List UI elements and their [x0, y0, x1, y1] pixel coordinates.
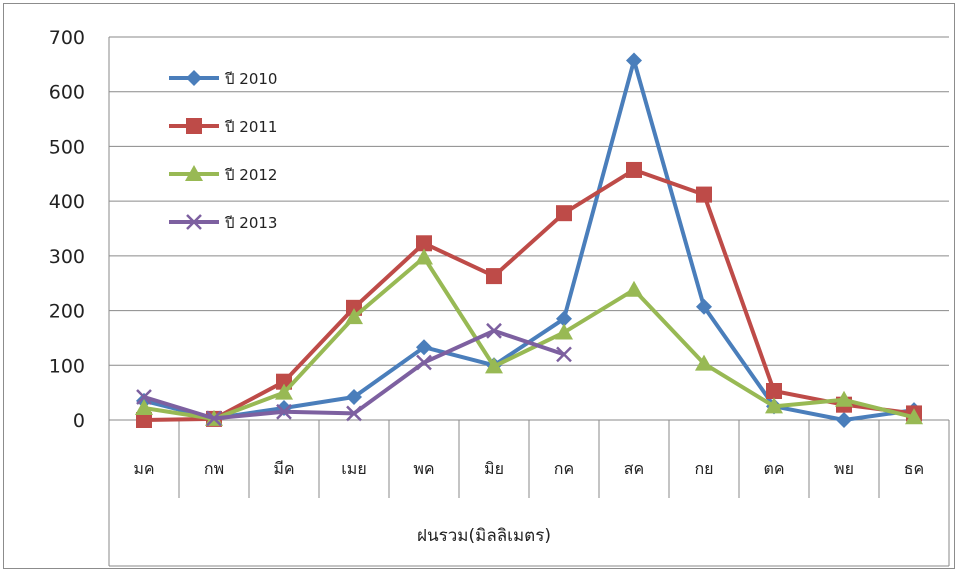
series-2: [136, 161, 922, 428]
series-line: [143, 58, 915, 422]
legend-item: ปี 2013: [169, 214, 277, 232]
data-point: [486, 322, 502, 339]
data-point: [136, 389, 152, 405]
x-tick-label: กพ: [204, 459, 224, 478]
data-point: [766, 383, 782, 400]
x-tick-label: เมย: [341, 459, 366, 478]
y-tick-label: 600: [49, 82, 85, 104]
data-point: [135, 398, 153, 415]
data-point: [905, 408, 923, 425]
data-point: [276, 403, 292, 420]
series-line: [143, 328, 565, 421]
series-3: [135, 248, 923, 426]
data-point: [345, 308, 363, 325]
legend-label: ปี 2011: [224, 118, 277, 136]
x-axis-category-area: มค กพ มีค เมย พค มิย กค สค กย ตค พย ธค: [133, 420, 924, 498]
series-lines: [135, 52, 923, 428]
x-tick-label: พย: [834, 459, 854, 478]
y-tick-label: 200: [49, 301, 85, 323]
x-tick-label: กค: [554, 459, 574, 478]
y-tick-label: 0: [73, 410, 85, 432]
data-point: [486, 268, 502, 285]
legend-item: ปี 2012: [169, 165, 277, 184]
legend-label: ปี 2012: [224, 166, 277, 184]
x-tick-label: มีค: [273, 459, 294, 478]
gridlines: [108, 36, 950, 567]
legend: ปี 2010 ปี 2011 ปี 2012 ปี 2013: [169, 70, 277, 232]
data-point: [185, 165, 203, 181]
series-line: [143, 255, 915, 421]
x-tick-label: สค: [624, 459, 644, 478]
y-tick-label: 700: [49, 27, 85, 49]
legend-label: ปี 2010: [224, 70, 277, 88]
y-tick-label: 100: [49, 355, 85, 377]
data-point: [415, 248, 433, 265]
data-point: [136, 412, 152, 428]
y-tick-label: 300: [49, 246, 85, 268]
data-point: [836, 412, 852, 428]
data-point: [556, 205, 572, 222]
legend-item: ปี 2011: [169, 118, 277, 136]
data-point: [275, 383, 293, 400]
x-axis-label: ฝนรวม(มิลลิเมตร): [417, 526, 551, 546]
data-point: [206, 410, 222, 427]
series-1: [136, 52, 922, 428]
data-point: [485, 357, 503, 374]
data-point: [625, 280, 643, 297]
data-point: [186, 118, 202, 134]
data-point: [416, 354, 432, 371]
data-point: [696, 186, 712, 203]
series-line: [143, 167, 915, 422]
data-point: [416, 235, 432, 252]
legend-label: ปี 2013: [224, 214, 277, 232]
legend-item: ปี 2010: [169, 70, 277, 88]
data-point: [556, 310, 572, 327]
y-tick-label: 500: [49, 136, 85, 158]
line-chart: 0 100 200 300 400 500 600 700 มค กพ มีค เมย พค มิย กค…: [49, 27, 950, 567]
series-4: [136, 322, 572, 427]
data-point: [695, 354, 713, 371]
data-point: [626, 161, 642, 178]
x-tick-label: กย: [694, 459, 713, 478]
data-point: [416, 339, 432, 356]
data-point: [186, 214, 202, 230]
data-point: [346, 389, 362, 406]
data-point: [555, 323, 573, 340]
x-tick-label: พค: [413, 459, 434, 478]
y-tick-label: 400: [49, 191, 85, 213]
data-point: [696, 298, 712, 315]
data-point: [186, 70, 202, 86]
data-point: [346, 405, 362, 422]
y-axis-tick-labels: 0 100 200 300 400 500 600 700: [49, 27, 85, 432]
data-point: [765, 397, 783, 414]
data-point: [835, 390, 853, 407]
x-tick-label: มค: [133, 459, 154, 478]
data-point: [626, 52, 642, 69]
x-tick-label: ตค: [763, 459, 784, 478]
x-tick-label: มิย: [484, 459, 504, 478]
x-tick-label: ธค: [904, 459, 924, 478]
chart-frame: 0 100 200 300 400 500 600 700 มค กพ มีค เมย พค มิย กค…: [3, 3, 955, 569]
data-point: [556, 346, 572, 363]
